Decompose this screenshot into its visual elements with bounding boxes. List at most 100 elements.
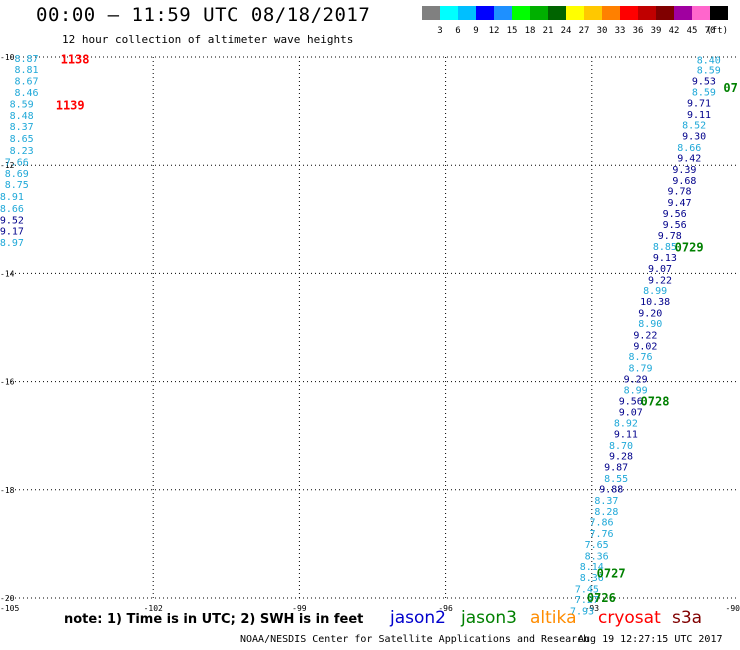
colorbar-label: 24 xyxy=(561,26,572,36)
swh-value-label: 9.78 xyxy=(667,187,691,198)
pass-time-label: 0729 xyxy=(675,240,704,254)
mission-legend: jason2 jason3 altika cryosat s3a xyxy=(0,608,740,632)
swh-value-label: 8.75 xyxy=(5,180,29,191)
colorbar-label: 18 xyxy=(525,26,536,36)
swh-value-label: 8.67 xyxy=(14,76,38,87)
chart-subtitle: 12 hour collection of altimeter wave hei… xyxy=(62,33,354,46)
swh-value-label: 7.86 xyxy=(589,518,613,529)
swh-value-label: 9.22 xyxy=(648,275,672,286)
wave-height-colorbar: 3 6 9 12 15 18 21 24 27 30 33 36 39 42 45 70(ft) xyxy=(422,6,728,36)
swh-value-label: 8.92 xyxy=(614,419,638,430)
mission-label-s3a: s3a xyxy=(672,608,703,628)
swh-value-label: 9.07 xyxy=(648,264,672,275)
swh-value-label: 7.66 xyxy=(5,157,29,168)
swh-value-label: 8.69 xyxy=(5,169,29,180)
swh-value-label: 8.28 xyxy=(594,507,618,518)
swh-value-label: 9.02 xyxy=(633,341,657,352)
colorbar-swatch xyxy=(494,6,512,20)
pass-time-label: 07 xyxy=(723,81,737,95)
pass-time-label: 1139 xyxy=(56,99,85,113)
colorbar-label: 42 xyxy=(669,26,680,36)
y-tick-label: -12 xyxy=(0,161,15,170)
colorbar-swatch xyxy=(602,6,620,20)
swh-value-label: 9.07 xyxy=(619,407,643,418)
colorbar-label: 70 xyxy=(705,26,716,36)
colorbar-label: 39 xyxy=(651,26,662,36)
swh-value-label: 9.52 xyxy=(0,215,24,226)
mission-label-altika: altika xyxy=(530,608,577,628)
swh-value-label: 9.56 xyxy=(663,220,687,231)
chart-title: 00:00 – 11:59 UTC 08/18/2017 xyxy=(36,4,371,26)
swh-value-label: 9.20 xyxy=(638,308,662,319)
swh-value-label: 9.56 xyxy=(619,397,643,408)
swh-value-label: 9.13 xyxy=(653,253,677,264)
swh-value-label: 7.45 xyxy=(575,584,599,595)
pass-time-label: 0728 xyxy=(641,395,670,409)
swh-value-label: 8.48 xyxy=(10,111,34,122)
swh-value-label: 8.52 xyxy=(682,121,706,132)
colorbar-label: 15 xyxy=(507,26,518,36)
colorbar-swatch xyxy=(674,6,692,20)
colorbar-swatch xyxy=(530,6,548,20)
swh-value-label: 8.91 xyxy=(0,192,24,203)
colorbar-swatch xyxy=(422,6,440,20)
swh-value-label: 8.66 xyxy=(0,204,24,215)
swh-value-label: 9.17 xyxy=(0,227,24,238)
colorbar-label: 9 xyxy=(473,26,478,36)
swh-value-label: 8.37 xyxy=(594,496,618,507)
colorbar-label: 33 xyxy=(615,26,626,36)
pass-time-label: 0727 xyxy=(597,567,626,581)
mission-label-jason2: jason2 xyxy=(390,608,446,628)
swh-value-label: 10.38 xyxy=(640,297,670,308)
colorbar-label: 6 xyxy=(455,26,460,36)
colorbar-label: 12 xyxy=(489,26,500,36)
credit-text: NOAA/NESDIS Center for Satellite Applica… xyxy=(240,634,590,645)
y-tick-label: -18 xyxy=(0,486,15,495)
swh-value-label: 8.65 xyxy=(10,134,34,145)
swh-value-label: 9.88 xyxy=(599,485,623,496)
colorbar-label: 36 xyxy=(633,26,644,36)
swh-value-label: 8.55 xyxy=(604,474,628,485)
swh-value-label: 9.68 xyxy=(672,176,696,187)
swh-value-label: 8.40 xyxy=(697,56,721,67)
swh-value-label: 8.14 xyxy=(580,562,604,573)
swh-value-label: 9.28 xyxy=(609,452,633,463)
pass-time-label: 1138 xyxy=(61,53,90,67)
swh-value-label: 8.79 xyxy=(628,364,652,375)
swh-value-label: 9.78 xyxy=(658,231,682,242)
swh-value-label: 8.87 xyxy=(14,54,38,65)
swh-value-label: 8.59 xyxy=(692,88,716,99)
swh-value-label: 9.53 xyxy=(692,76,716,87)
colorbar-swatch xyxy=(584,6,602,20)
swh-value-label: 8.70 xyxy=(609,441,633,452)
colorbar-unit: (ft) xyxy=(706,26,728,36)
swh-value-label: 9.29 xyxy=(624,374,648,385)
colorbar-label: 27 xyxy=(579,26,590,36)
mission-label-jason3: jason3 xyxy=(461,608,517,628)
colorbar-swatch xyxy=(458,6,476,20)
colorbar-label: 3 xyxy=(437,26,442,36)
swh-value-label: 9.39 xyxy=(672,165,696,176)
generated-timestamp: Aug 19 12:27:15 UTC 2017 xyxy=(578,634,723,645)
swh-value-label: 8.66 xyxy=(677,143,701,154)
swh-value-label: 8.76 xyxy=(628,352,652,363)
swh-value-label: 8.59 xyxy=(10,100,34,111)
colorbar-swatch xyxy=(692,6,710,20)
swh-value-label: 9.11 xyxy=(614,430,638,441)
colorbar-swatch xyxy=(638,6,656,20)
swh-value-label: 9.11 xyxy=(687,110,711,121)
swh-value-label: 8.59 xyxy=(697,65,721,76)
colorbar-label: 21 xyxy=(543,26,554,36)
mission-label-cryosat: cryosat xyxy=(598,608,661,628)
swh-value-label: 8.23 xyxy=(10,146,34,157)
swh-value-label: 9.87 xyxy=(604,463,628,474)
y-tick-label: -14 xyxy=(0,269,15,278)
swh-value-label: 8.99 xyxy=(643,286,667,297)
colorbar-swatch xyxy=(566,6,584,20)
swh-value-label: 9.22 xyxy=(633,331,657,342)
y-tick-label: -20 xyxy=(0,594,15,603)
swh-value-label: 8.36 xyxy=(580,573,604,584)
pass-time-label: 0726 xyxy=(587,591,616,605)
swh-value-label: 8.81 xyxy=(14,65,38,76)
